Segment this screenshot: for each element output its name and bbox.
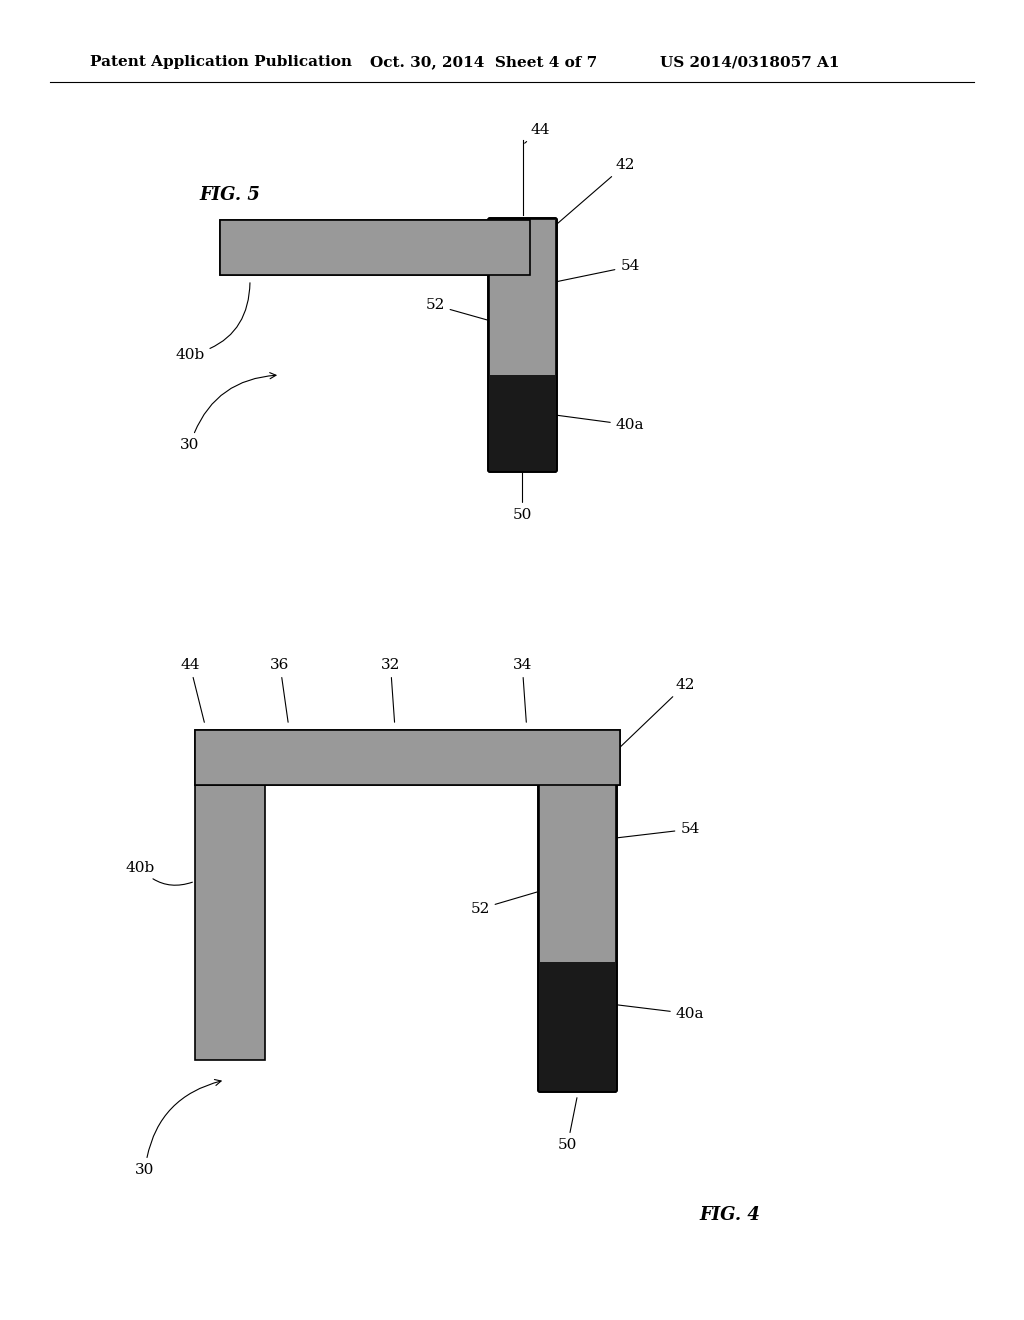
Text: 34: 34	[513, 657, 531, 722]
Text: FIG. 4: FIG. 4	[699, 1206, 761, 1224]
Text: 44: 44	[524, 123, 550, 144]
Text: 50: 50	[513, 473, 532, 521]
Text: 40a: 40a	[558, 416, 644, 432]
Text: 54: 54	[617, 822, 699, 838]
Bar	[195, 785, 265, 1060]
Text: 40a: 40a	[617, 1005, 705, 1020]
Bar	[490, 220, 555, 375]
Text: 42: 42	[617, 678, 694, 750]
Bar	[220, 220, 530, 275]
Bar	[220, 220, 530, 275]
Text: 52: 52	[470, 892, 538, 916]
Text: 40b: 40b	[125, 861, 193, 886]
Bar	[195, 730, 620, 785]
Text: 30: 30	[135, 1080, 221, 1177]
Text: 44: 44	[180, 657, 205, 722]
Bar	[540, 785, 615, 962]
FancyBboxPatch shape	[538, 783, 617, 1092]
Text: Patent Application Publication: Patent Application Publication	[90, 55, 352, 69]
Text: 36: 36	[270, 657, 290, 722]
Text: 42: 42	[552, 158, 635, 228]
Text: 40b: 40b	[175, 282, 250, 362]
Text: 50: 50	[558, 1098, 578, 1152]
Text: FIG. 5: FIG. 5	[200, 186, 260, 205]
Text: 52: 52	[425, 298, 487, 319]
Text: 32: 32	[381, 657, 400, 722]
Text: 30: 30	[180, 372, 276, 451]
Text: Oct. 30, 2014  Sheet 4 of 7: Oct. 30, 2014 Sheet 4 of 7	[370, 55, 597, 69]
Bar	[195, 730, 620, 785]
Text: US 2014/0318057 A1: US 2014/0318057 A1	[660, 55, 840, 69]
FancyBboxPatch shape	[488, 218, 557, 473]
Text: 54: 54	[558, 260, 640, 281]
